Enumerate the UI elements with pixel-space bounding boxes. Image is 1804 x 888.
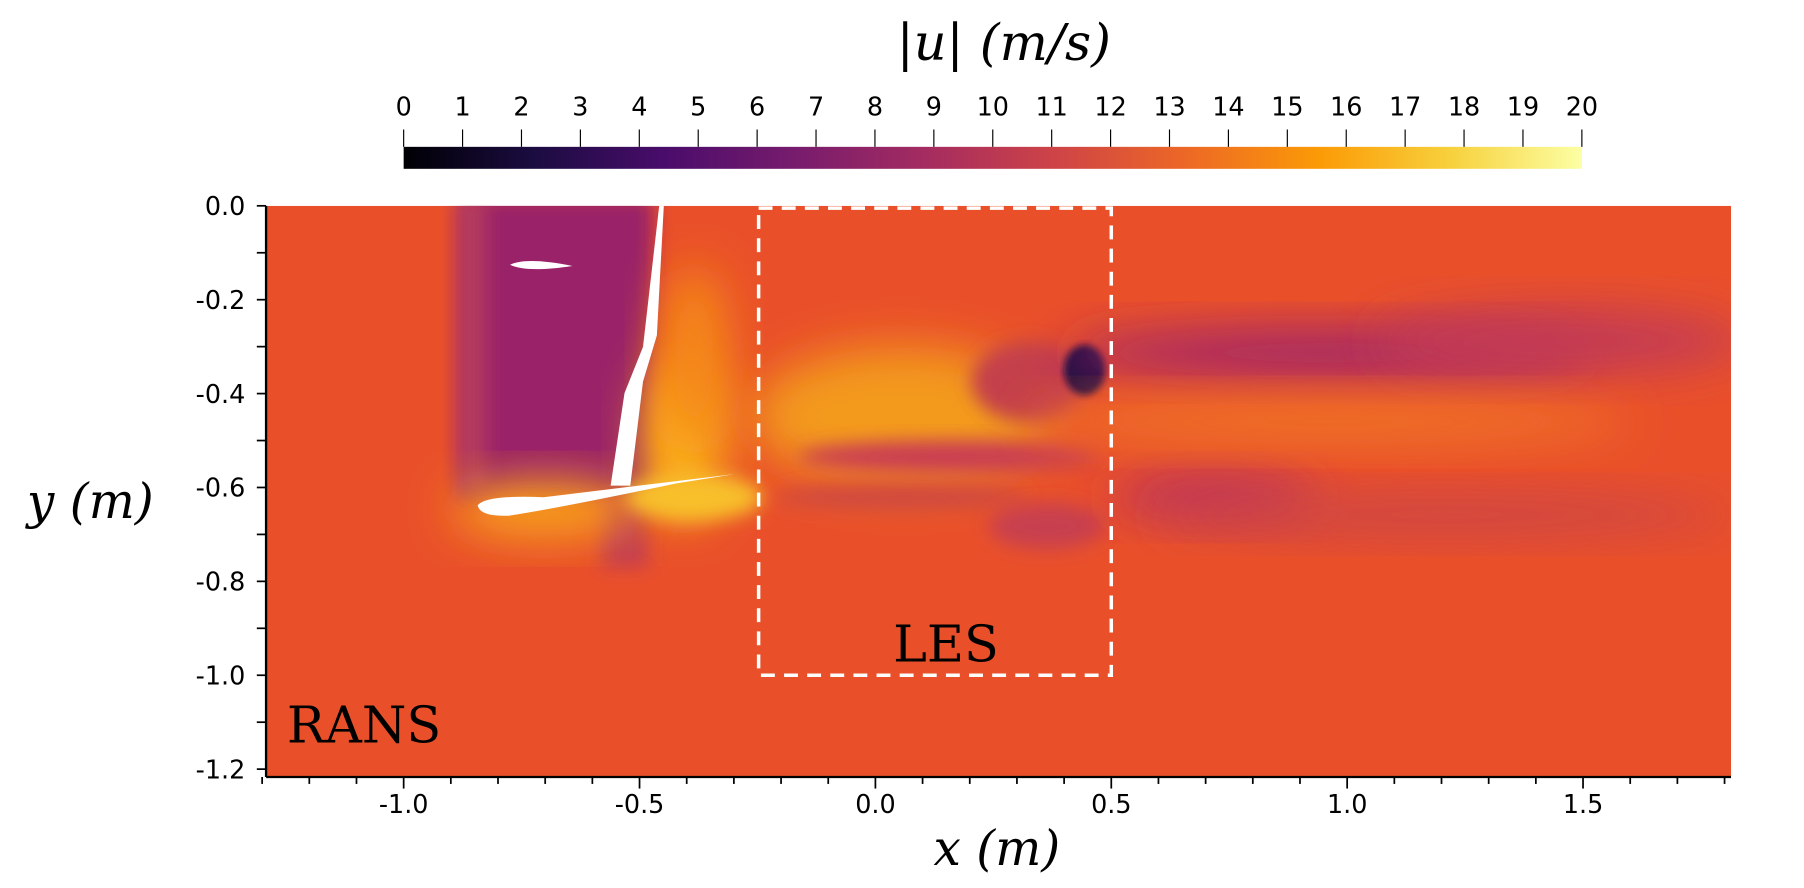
x-tick-label: -0.5: [615, 789, 665, 819]
colorbar-tick-label: 11: [1035, 92, 1067, 122]
colorbar-tick-label: 18: [1448, 92, 1480, 122]
x-tick-label: -1.0: [379, 789, 429, 819]
velocity-field: [266, 205, 1732, 777]
colorbar-title: |u| (m/s): [897, 13, 1111, 72]
mast-body: [610, 205, 664, 486]
y-tick-label: -1.0: [196, 661, 246, 691]
colorbar-tick-label: 10: [977, 92, 1009, 122]
colorbar-tick-label: 3: [572, 92, 588, 122]
colorbar-tick-label: 13: [1153, 92, 1185, 122]
x-tick-label: 0.5: [1091, 789, 1131, 819]
x-axis-ticks: -1.0 -0.5 0.0 0.5 1.0 1.5: [261, 777, 1726, 819]
colorbar-tick-label: 12: [1094, 92, 1126, 122]
colorbar-tick-label: 16: [1330, 92, 1362, 122]
x-tick-label: 1.0: [1327, 789, 1367, 819]
y-tick-label: 0.0: [205, 191, 245, 221]
y-tick-label: -0.6: [196, 473, 246, 503]
rans-label: RANS: [287, 695, 441, 754]
les-region-box: [756, 206, 1114, 677]
jib-airfoil: [510, 261, 573, 270]
x-tick-label: 0.0: [855, 789, 895, 819]
y-axis-ticks: 0.0 -0.2 -0.4 -0.6 -0.8 -1.0 -1.2: [196, 191, 267, 784]
les-label: LES: [893, 614, 999, 673]
colorbar-tick-label: 2: [513, 92, 529, 122]
boom-foil: [477, 474, 735, 516]
colorbar-tick-label: 15: [1271, 92, 1303, 122]
colorbar-tick-label: 8: [867, 92, 883, 122]
x-axis-label: x (m): [933, 821, 1060, 877]
colorbar-tick-label: 17: [1389, 92, 1421, 122]
colorbar-tick-label: 20: [1566, 92, 1598, 122]
colorbar: [403, 146, 1582, 169]
colorbar-tick-label: 19: [1507, 92, 1539, 122]
colorbar-tick-label: 1: [454, 92, 470, 122]
y-tick-label: -1.2: [196, 754, 246, 784]
colorbar-tick-label: 9: [926, 92, 942, 122]
y-tick-label: -0.2: [196, 285, 246, 315]
y-tick-label: -0.8: [196, 567, 246, 597]
y-axis-label: y (m): [25, 474, 154, 530]
x-tick-label: 1.5: [1563, 789, 1603, 819]
colorbar-tick-label: 0: [396, 92, 412, 122]
colorbar-tick-label: 5: [690, 92, 706, 122]
colorbar-tick-label: 7: [808, 92, 824, 122]
colorbar-tick-label: 6: [749, 92, 765, 122]
colorbar-tick-label: 14: [1212, 92, 1244, 122]
colorbar-tick-label: 4: [631, 92, 647, 122]
colorbar-ticks: 0 1 2 3 4 5 6 7 8 9 10 11 12 13 14 15 16 17 18 19 20: [396, 92, 1598, 147]
y-tick-label: -0.4: [196, 379, 246, 409]
